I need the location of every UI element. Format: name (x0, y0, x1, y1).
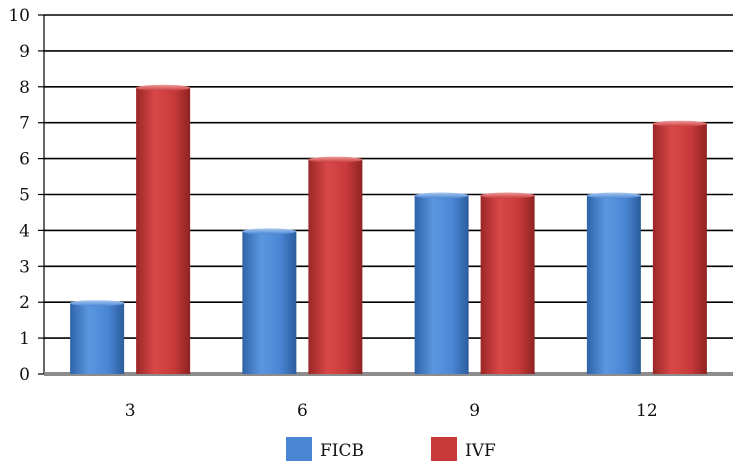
legend-swatch (286, 437, 312, 461)
y-tick-label: 6 (19, 150, 30, 170)
x-tick-label: 3 (125, 401, 136, 421)
y-tick-label: 10 (8, 6, 30, 26)
bar-cap (70, 300, 125, 307)
bar-ficb-3 (70, 300, 125, 374)
bar-ficb-12 (586, 192, 641, 374)
legend-item-ficb: FICB (286, 437, 364, 461)
x-tick-label: 9 (469, 401, 480, 421)
bar-cap (586, 192, 641, 199)
legend-label: IVF (465, 441, 496, 461)
y-tick-label: 8 (19, 78, 30, 98)
bar-body (242, 230, 297, 374)
bar-cap (480, 192, 535, 199)
y-tick-label: 2 (19, 293, 30, 313)
bar-body (414, 194, 469, 374)
bar-ivf-12 (652, 120, 707, 374)
y-tick-label: 0 (19, 365, 30, 385)
legend: FICB IVF (286, 437, 496, 461)
bar-cap (136, 84, 191, 91)
y-axis-ticks: 0 1 2 3 4 5 6 7 8 9 10 (8, 6, 45, 385)
bar-ficb-6 (242, 228, 297, 374)
legend-swatch (431, 437, 457, 461)
bars (44, 84, 733, 376)
bar-ivf-6 (308, 156, 363, 374)
y-tick-label: 3 (19, 257, 30, 277)
bar-body (586, 194, 641, 374)
bar-body (652, 122, 707, 374)
y-tick-label: 9 (19, 42, 30, 62)
x-tick-label: 12 (636, 401, 658, 421)
bar-cap (308, 156, 363, 163)
bar-body (308, 158, 363, 374)
x-tick-label: 6 (297, 401, 308, 421)
bar-cap (652, 120, 707, 127)
bar-body (136, 86, 191, 375)
bar-ivf-9 (480, 192, 535, 374)
legend-label: FICB (320, 441, 364, 461)
bar-cap (414, 192, 469, 199)
bar-ficb-9 (414, 192, 469, 374)
y-tick-label: 7 (19, 114, 30, 134)
y-tick-label: 4 (19, 221, 30, 241)
y-tick-label: 1 (19, 329, 30, 349)
bar-body (480, 194, 535, 374)
legend-item-ivf: IVF (431, 437, 496, 461)
bar-body (70, 302, 125, 374)
bar-cap (242, 228, 297, 235)
floor-band (44, 372, 733, 376)
bar-ivf-3 (136, 84, 191, 375)
y-tick-label: 5 (19, 186, 30, 206)
x-axis-ticks: 3 6 9 12 (125, 401, 658, 421)
